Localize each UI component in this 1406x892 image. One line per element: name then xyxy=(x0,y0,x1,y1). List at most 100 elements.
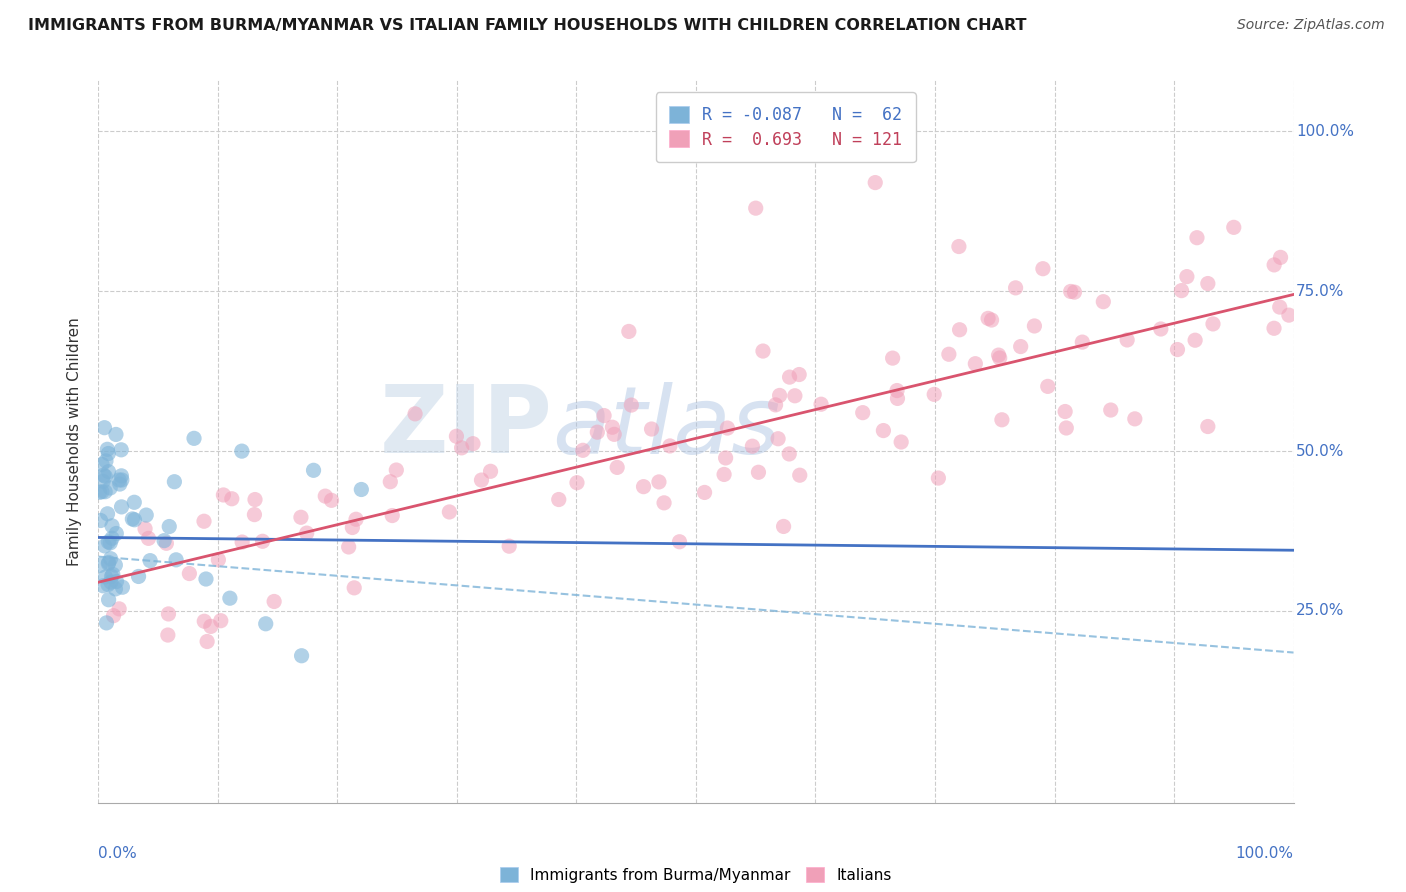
Point xyxy=(1278,308,1301,322)
Point xyxy=(101,518,124,533)
Point xyxy=(207,553,229,567)
Point xyxy=(193,614,215,628)
Y-axis label: Family Households with Children: Family Households with Children xyxy=(67,318,83,566)
Point xyxy=(124,495,146,509)
Point xyxy=(882,351,904,365)
Point xyxy=(1175,269,1198,284)
Point xyxy=(108,602,131,616)
Text: 100.0%: 100.0% xyxy=(1296,124,1354,139)
Point xyxy=(110,500,132,514)
Point xyxy=(1263,258,1285,272)
Point xyxy=(344,512,367,526)
Point xyxy=(1202,317,1225,331)
Text: Source: ZipAtlas.com: Source: ZipAtlas.com xyxy=(1237,18,1385,32)
Point xyxy=(1054,404,1077,418)
Point xyxy=(91,475,114,489)
Point xyxy=(97,446,120,460)
Point xyxy=(765,398,787,412)
Point xyxy=(886,392,908,406)
Point xyxy=(768,388,790,402)
Point xyxy=(1185,230,1208,244)
Text: 75.0%: 75.0% xyxy=(1296,284,1344,299)
Point xyxy=(991,413,1014,427)
Point xyxy=(195,634,218,648)
Point xyxy=(155,536,177,550)
Point xyxy=(470,473,492,487)
Point xyxy=(156,628,179,642)
Point xyxy=(977,311,1000,326)
Point xyxy=(94,484,117,499)
Point xyxy=(179,566,201,581)
Point xyxy=(105,526,128,541)
Point xyxy=(385,463,408,477)
Point xyxy=(153,533,176,548)
Point xyxy=(1123,412,1146,426)
Point xyxy=(658,439,681,453)
Point xyxy=(1170,284,1192,298)
Point xyxy=(291,648,314,663)
Point xyxy=(93,420,115,434)
Point xyxy=(648,475,671,489)
Text: atlas: atlas xyxy=(553,382,780,473)
Point xyxy=(852,406,875,420)
Point xyxy=(886,384,908,398)
Point xyxy=(290,510,312,524)
Point xyxy=(987,348,1010,362)
Legend: Immigrants from Burma/Myanmar, Italians: Immigrants from Burma/Myanmar, Italians xyxy=(491,857,901,892)
Point xyxy=(100,551,122,566)
Point xyxy=(603,427,626,442)
Point xyxy=(714,450,737,465)
Point xyxy=(1166,343,1188,357)
Text: ZIP: ZIP xyxy=(380,381,553,473)
Point xyxy=(693,485,716,500)
Point xyxy=(766,432,789,446)
Point xyxy=(103,608,125,623)
Point xyxy=(772,519,794,533)
Point xyxy=(938,347,960,361)
Point xyxy=(97,465,120,479)
Point xyxy=(231,535,253,549)
Point xyxy=(157,607,180,621)
Point xyxy=(1092,294,1115,309)
Point xyxy=(1024,318,1046,333)
Point xyxy=(789,468,811,483)
Point xyxy=(633,480,655,494)
Point xyxy=(980,313,1002,327)
Point xyxy=(98,481,121,495)
Point xyxy=(640,422,662,436)
Point xyxy=(89,485,111,500)
Point xyxy=(128,569,150,583)
Point xyxy=(1150,322,1173,336)
Point xyxy=(111,580,134,594)
Point xyxy=(134,522,156,536)
Point xyxy=(97,535,120,549)
Point xyxy=(343,581,366,595)
Point xyxy=(93,539,115,553)
Text: 100.0%: 100.0% xyxy=(1236,847,1294,861)
Point xyxy=(404,407,426,421)
Point xyxy=(105,574,128,589)
Point xyxy=(254,616,277,631)
Point xyxy=(104,558,127,572)
Point xyxy=(98,536,121,550)
Point xyxy=(1223,220,1246,235)
Point xyxy=(1268,300,1291,314)
Point xyxy=(668,534,690,549)
Point xyxy=(988,351,1011,365)
Point xyxy=(94,469,117,483)
Point xyxy=(716,421,738,435)
Point xyxy=(617,325,640,339)
Point xyxy=(337,540,360,554)
Point xyxy=(96,615,118,630)
Point xyxy=(778,447,800,461)
Point xyxy=(101,531,124,545)
Point xyxy=(1063,285,1085,300)
Point xyxy=(1270,251,1292,265)
Point xyxy=(96,442,118,457)
Point xyxy=(243,492,266,507)
Point xyxy=(89,558,111,573)
Point xyxy=(342,520,364,534)
Point xyxy=(94,570,117,584)
Point xyxy=(783,389,806,403)
Point xyxy=(104,582,127,596)
